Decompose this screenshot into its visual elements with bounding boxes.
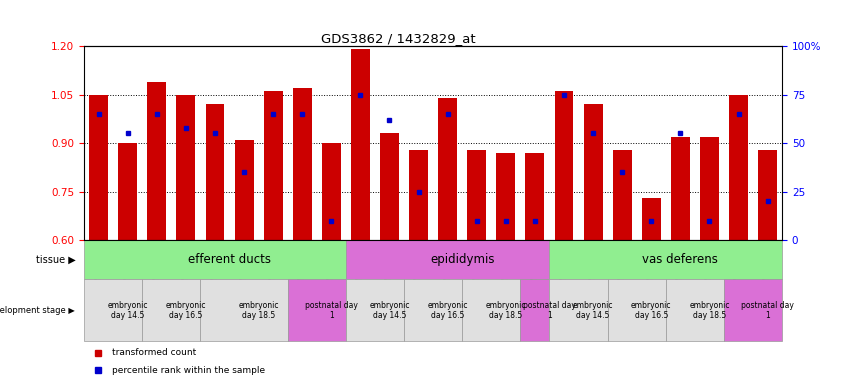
Bar [549, 240, 782, 279]
Bar [205, 104, 225, 240]
Bar [671, 137, 690, 240]
Bar [549, 279, 607, 341]
Bar [84, 279, 142, 341]
Text: tissue ▶: tissue ▶ [35, 255, 76, 265]
Text: efferent ducts: efferent ducts [188, 253, 271, 266]
Bar [724, 279, 782, 341]
Bar [438, 98, 458, 240]
Bar [554, 91, 574, 240]
Text: vas deferens: vas deferens [643, 253, 718, 266]
Bar [758, 150, 777, 240]
Bar [409, 150, 428, 240]
Text: embryonic
day 16.5: embryonic day 16.5 [166, 301, 206, 320]
Bar [142, 279, 200, 341]
Bar [346, 279, 404, 341]
Bar [119, 143, 137, 240]
Text: embryonic
day 16.5: embryonic day 16.5 [631, 301, 671, 320]
Bar [288, 279, 346, 341]
Bar [729, 94, 748, 240]
Text: embryonic
day 16.5: embryonic day 16.5 [427, 301, 468, 320]
Bar [526, 153, 544, 240]
Bar [89, 94, 108, 240]
Text: postnatal day
1: postnatal day 1 [305, 301, 357, 320]
Text: embryonic
day 14.5: embryonic day 14.5 [369, 301, 410, 320]
Text: embryonic
day 18.5: embryonic day 18.5 [689, 301, 730, 320]
Bar [200, 279, 288, 341]
Bar [293, 88, 312, 240]
Bar [468, 150, 486, 240]
Bar [613, 150, 632, 240]
Bar [404, 279, 463, 341]
Bar [463, 279, 521, 341]
Bar [380, 134, 399, 240]
Bar [177, 94, 195, 240]
Text: embryonic
day 14.5: embryonic day 14.5 [108, 301, 148, 320]
Text: development stage ▶: development stage ▶ [0, 306, 76, 315]
Bar [147, 82, 167, 240]
Text: postnatal day
1: postnatal day 1 [523, 301, 576, 320]
Text: postnatal day
1: postnatal day 1 [741, 301, 794, 320]
Bar [496, 153, 516, 240]
Bar [607, 279, 666, 341]
Bar [642, 198, 661, 240]
Bar [521, 279, 549, 341]
Text: transformed count: transformed count [112, 348, 196, 358]
Bar [346, 240, 549, 279]
Bar [700, 137, 719, 240]
Text: epididymis: epididymis [430, 253, 495, 266]
Title: GDS3862 / 1432829_at: GDS3862 / 1432829_at [321, 32, 475, 45]
Bar [666, 279, 724, 341]
Bar [235, 140, 253, 240]
Bar [584, 104, 602, 240]
Bar [264, 91, 283, 240]
Text: embryonic
day 14.5: embryonic day 14.5 [573, 301, 613, 320]
Bar [322, 143, 341, 240]
Text: embryonic
day 18.5: embryonic day 18.5 [238, 301, 279, 320]
Bar [84, 240, 346, 279]
Bar [351, 49, 370, 240]
Text: percentile rank within the sample: percentile rank within the sample [112, 366, 265, 375]
Text: embryonic
day 18.5: embryonic day 18.5 [485, 301, 526, 320]
